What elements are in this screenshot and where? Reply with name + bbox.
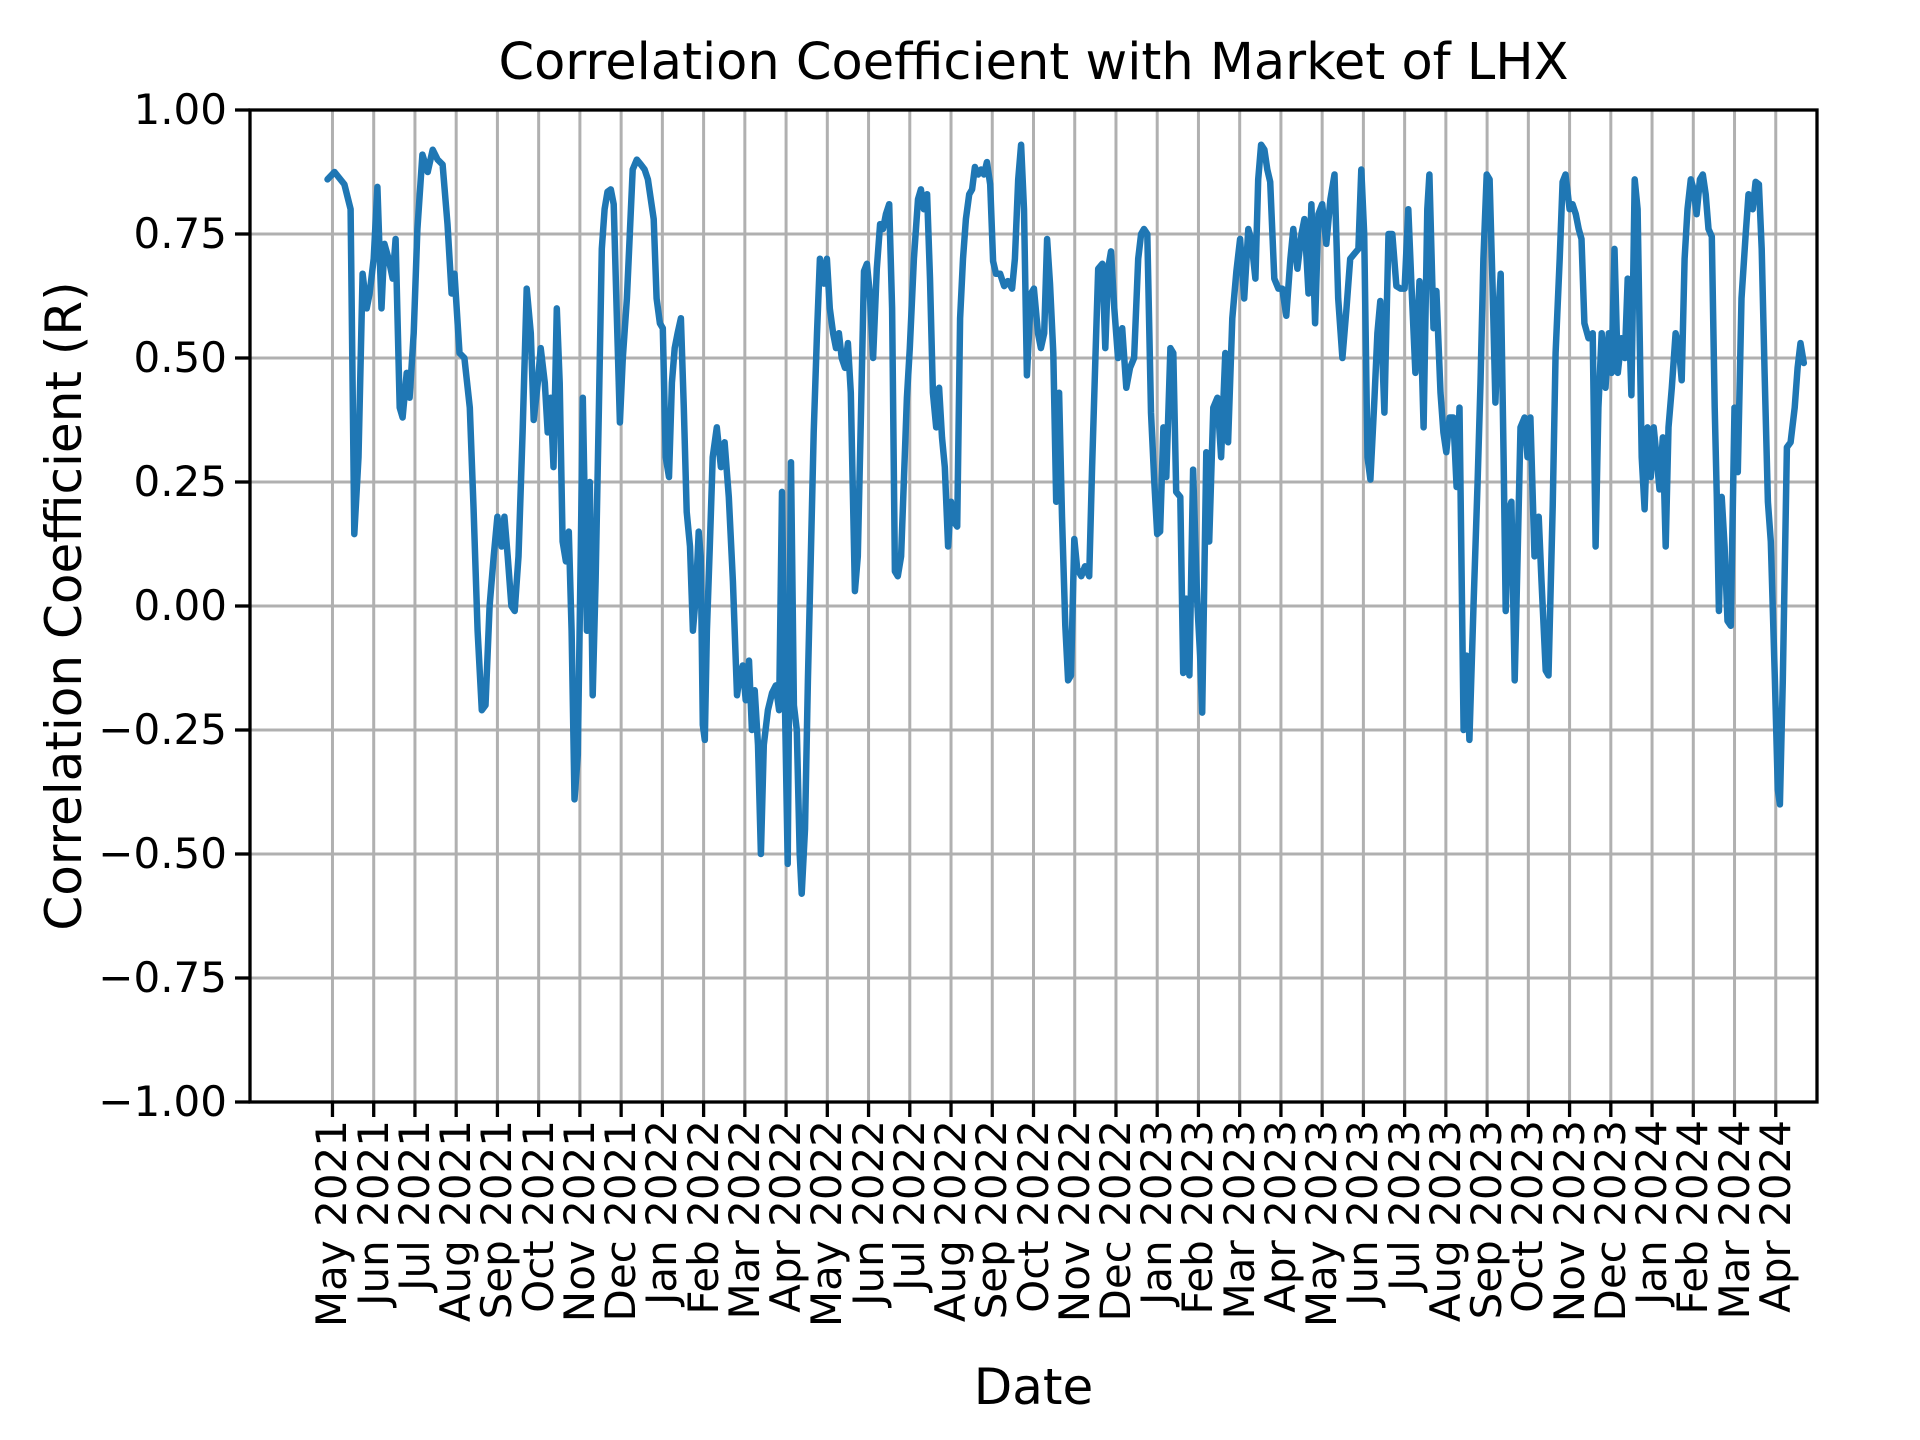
x-tick-label: Apr 2024 — [1750, 1120, 1800, 1313]
y-tick-label: 0.00 — [133, 581, 227, 630]
y-tick-label: −0.75 — [98, 953, 227, 1002]
y-tick-label: −0.50 — [98, 829, 227, 878]
axes-spines — [248, 108, 1819, 1104]
y-tick-label: 1.00 — [133, 85, 227, 134]
chart-title: Correlation Coefficient with Market of L… — [498, 33, 1569, 92]
y-tick-label: 0.75 — [133, 209, 227, 258]
y-tick-label: 0.50 — [133, 333, 227, 382]
y-tick-label: −0.25 — [98, 705, 227, 754]
y-tick-label: 0.25 — [133, 457, 227, 506]
y-tick-label: −1.00 — [98, 1077, 227, 1126]
x-axis-label: Date — [973, 1358, 1094, 1416]
correlation-line — [324, 141, 1808, 897]
